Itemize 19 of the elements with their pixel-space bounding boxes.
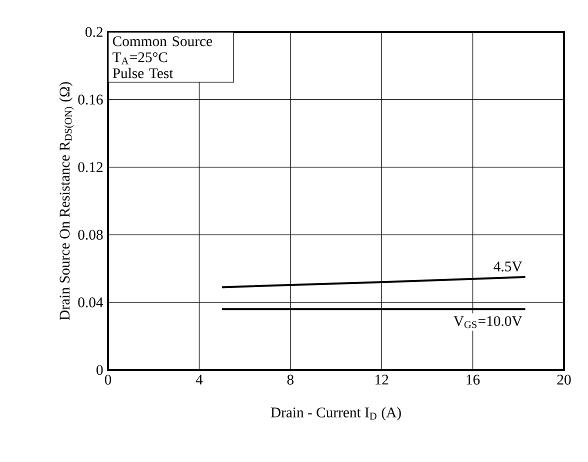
annotation: Pulse Test bbox=[112, 68, 174, 78]
y-axis-title: Drain Source On Resistance R$_{DS(ON)}$ (Ω) bbox=[59, 82, 74, 320]
annotation: Common Source bbox=[112, 36, 212, 46]
y-tick-label: 0.16 bbox=[78, 94, 103, 105]
y-tick-label: 0.04 bbox=[78, 297, 104, 308]
y-tick-label: 0 bbox=[96, 365, 103, 375]
series-label: V$_{GS}$=10.0V bbox=[454, 316, 522, 328]
y-tick-label: 0.12 bbox=[78, 162, 102, 172]
y-tick-label: 0.08 bbox=[78, 230, 103, 240]
y-tick-label: 0.2 bbox=[86, 27, 102, 37]
x-tick-label: 12 bbox=[376, 374, 388, 384]
x-tick-label: 20 bbox=[557, 374, 571, 385]
x-tick-label: 8 bbox=[287, 374, 294, 385]
x-tick-label: 0 bbox=[104, 374, 112, 385]
series-label: 4.5V bbox=[494, 262, 522, 272]
x-axis-title: Drain - Current I$_{D}$ (A) bbox=[270, 407, 401, 420]
x-tick-label: 16 bbox=[466, 374, 480, 385]
x-tick-label: 4 bbox=[196, 374, 203, 384]
annotation: T$_{A}$=25°C bbox=[112, 52, 168, 64]
